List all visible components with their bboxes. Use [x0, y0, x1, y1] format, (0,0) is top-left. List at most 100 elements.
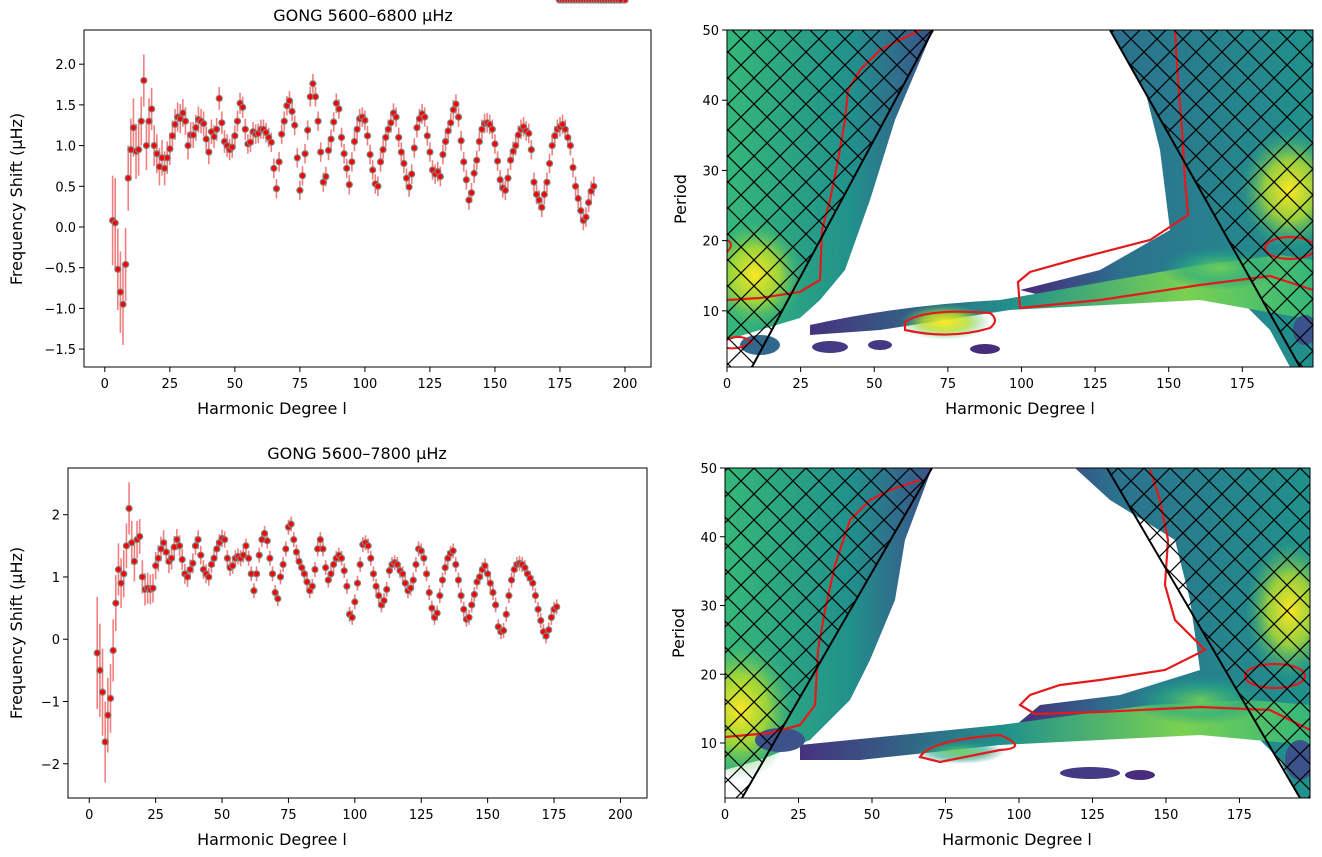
data-point-bottom-161: [521, 564, 529, 572]
data-point-top-177: [569, 163, 577, 172]
data-point-top-50: [239, 103, 247, 111]
xlabel-top: Harmonic Degree l: [197, 399, 347, 418]
data-point-top-107: [387, 119, 395, 127]
data-point-top-161: [527, 146, 535, 154]
y-tick-label-bottom-3: 1: [52, 571, 60, 586]
data-point-top-81: [319, 178, 327, 186]
xlabel-heatmap-bottom: Harmonic Degree l: [942, 830, 1092, 849]
data-point-top-183: [584, 198, 593, 207]
data-point-top-35: [200, 120, 208, 128]
data-point-top-97: [361, 116, 369, 124]
data-point-bottom-197: [616, 0, 625, 4]
y-tick-label-top-5: 1.0: [55, 140, 76, 155]
data-point-top-42: [218, 119, 226, 127]
y-tick-label-bottom-4: 2: [52, 509, 60, 524]
x-tick-label-bottom-4: 100: [342, 808, 367, 823]
data-point-bottom-99: [356, 560, 364, 569]
data-point-bottom-126: [428, 604, 436, 612]
data-point-bottom-94: [343, 582, 351, 590]
data-point-top-5: [122, 260, 130, 269]
data-point-top-93: [350, 137, 359, 146]
data-point-top-132: [452, 100, 460, 108]
data-point-bottom-109: [383, 585, 391, 594]
data-point-top-152: [504, 174, 512, 182]
data-point-bottom-35: [186, 565, 194, 574]
data-point-top-98: [363, 132, 372, 140]
data-point-top-92: [348, 158, 356, 166]
data-point-bottom-148: [486, 579, 494, 587]
data-point-bottom-118: [407, 584, 415, 592]
data-point-top-3: [116, 288, 125, 296]
x-tick-label-heatmap-bottom-2: 50: [864, 808, 881, 823]
data-point-top-83: [324, 146, 333, 155]
data-point-top-37: [205, 148, 213, 156]
data-point-top-29: [184, 141, 192, 150]
data-point-top-27: [179, 109, 187, 117]
x-tick-label-heatmap-top-5: 125: [1083, 377, 1108, 392]
data-point-top-122: [426, 148, 434, 156]
data-point-bottom-129: [436, 592, 444, 600]
y-tick-label-heatmap-top-3: 40: [702, 94, 719, 109]
data-point-bottom-97: [351, 598, 359, 606]
x-tick-label-heatmap-top-3: 75: [940, 377, 957, 392]
data-point-bottom-9: [117, 579, 125, 587]
data-point-bottom-93: [340, 567, 348, 575]
x-tick-label-top-7: 175: [548, 377, 573, 392]
x-tick-label-bottom-6: 150: [475, 808, 500, 823]
data-point-top-68: [285, 97, 294, 105]
x-tick-label-top-3: 75: [292, 377, 309, 392]
data-point-bottom-125: [425, 588, 433, 597]
data-point-top-109: [392, 113, 400, 121]
data-point-top-22: [166, 145, 174, 153]
data-point-top-168: [545, 159, 554, 168]
data-point-bottom-167: [537, 616, 545, 625]
x-tick-label-heatmap-top-7: 175: [1230, 377, 1255, 392]
data-point-bottom-74: [290, 536, 298, 544]
title-bottom: GONG 5600–7800 μHz: [267, 444, 447, 463]
data-point-bottom-84: [316, 536, 324, 544]
data-point-top-88: [337, 133, 346, 142]
x-tick-label-bottom-2: 50: [214, 808, 231, 823]
data-point-top-47: [231, 132, 239, 140]
y-tick-label-bottom-1: −1: [41, 695, 60, 710]
data-point-bottom-21: [149, 584, 157, 592]
data-point-bottom-141: [468, 601, 476, 609]
x-tick-label-heatmap-top-6: 150: [1156, 377, 1181, 392]
data-point-bottom-124: [422, 570, 431, 578]
data-point-top-135: [460, 158, 468, 166]
data-point-top-151: [501, 186, 509, 194]
data-point-top-14: [145, 117, 153, 125]
x-tick-label-heatmap-bottom-1: 25: [790, 808, 807, 823]
data-point-bottom-23: [154, 554, 162, 562]
data-point-top-154: [509, 147, 517, 155]
data-point-top-185: [590, 182, 598, 190]
data-point-top-10: [135, 146, 143, 154]
y-tick-label-heatmap-bottom-3: 40: [700, 531, 717, 546]
axes-top: 0 25 50 75 100 125 150 175 200 −1.5 −1.0 −0.5 0.0 0.5…: [44, 29, 652, 392]
data-point-bottom-13: [128, 539, 136, 547]
data-point-bottom-130: [438, 576, 447, 584]
data-point-top-12: [140, 76, 148, 85]
data-point-top-104: [379, 146, 387, 154]
x-tick-label-top-2: 50: [227, 377, 244, 392]
data-point-top-147: [491, 140, 499, 148]
data-point-bottom-57: [245, 554, 253, 562]
axes-frame-heatmap-top: [726, 29, 1314, 368]
scatter-panel-top: GONG 5600–6800 μHz 0 25 50 75 100 125 150 175 20…: [7, 0, 652, 418]
data-point-top-15: [148, 105, 156, 113]
data-point-top-160: [525, 129, 533, 137]
data-point-top-138: [467, 189, 476, 197]
data-point-top-102: [374, 182, 382, 190]
data-point-top-75: [304, 126, 312, 134]
data-point-top-69: [288, 107, 296, 116]
y-tick-label-heatmap-top-1: 20: [702, 235, 719, 250]
data-point-bottom-92: [337, 554, 346, 562]
x-tick-label-heatmap-bottom-0: 0: [721, 808, 729, 823]
data-point-bottom-5: [106, 694, 115, 702]
data-point-bottom-116: [401, 579, 409, 587]
data-point-top-139: [470, 169, 478, 177]
data-point-top-111: [397, 148, 405, 156]
data-point-bottom-79: [303, 578, 311, 586]
data-point-bottom-12: [125, 504, 133, 513]
data-point-bottom-3: [101, 738, 109, 746]
